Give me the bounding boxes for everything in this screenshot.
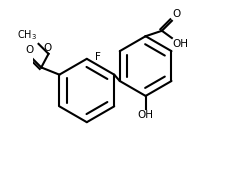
Text: O: O xyxy=(173,9,181,19)
Text: O: O xyxy=(25,45,34,55)
Text: OH: OH xyxy=(173,39,189,49)
Text: F: F xyxy=(95,52,101,62)
Text: CH$_3$: CH$_3$ xyxy=(17,28,37,42)
Text: O: O xyxy=(44,43,52,53)
Text: OH: OH xyxy=(138,110,154,120)
